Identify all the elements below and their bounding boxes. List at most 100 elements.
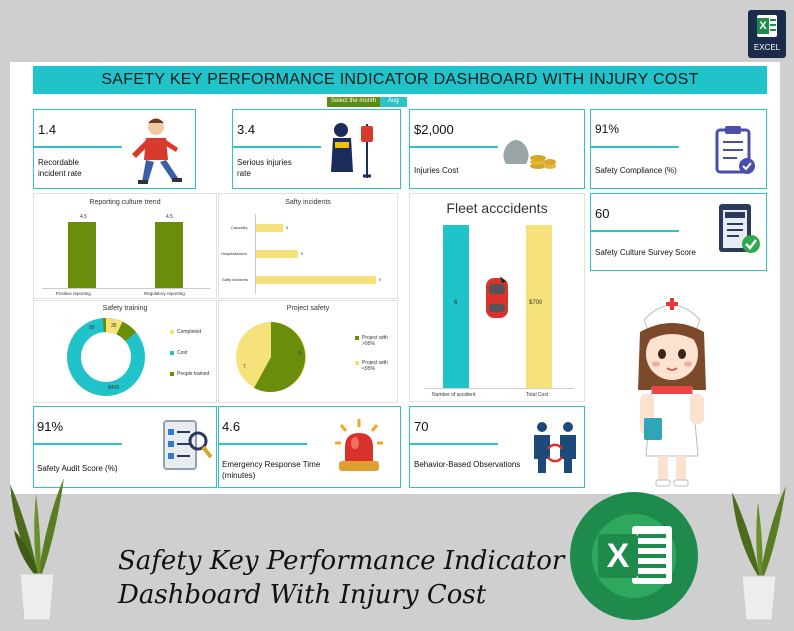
- footer-title-line1: Safety Key Performance Indicator: [118, 546, 565, 576]
- safety-training-chart: Safety training 80 35 $400 Completed Cos…: [33, 300, 217, 403]
- kpi-label: Behavior-Based Observations: [414, 460, 521, 469]
- chart-title: Safety training: [102, 305, 148, 312]
- legend-people-trained: People trained: [170, 371, 209, 377]
- chart-title: Safty incidents: [285, 199, 331, 206]
- bar-value-label: $700: [529, 300, 543, 306]
- injured-patient-iv-icon: [331, 123, 373, 178]
- bar-value-label: 5: [301, 251, 304, 256]
- bar-regulatory-reporting: [155, 222, 183, 288]
- x-tick-label: Positive reporting: [56, 291, 91, 296]
- dashboard-title: SAFETY KEY PERFORMANCE INDICATOR DASHBOA…: [33, 66, 767, 94]
- kpi-divider: [410, 443, 498, 445]
- audit-document-icon: [163, 420, 213, 470]
- kpi-card-behavior-based-observations: 70 Behavior-Based Observations: [409, 406, 585, 488]
- bar-hospitalization: [256, 250, 298, 258]
- chart-title: Fleet acccidents: [446, 200, 548, 216]
- slice-label-under-95: 7: [243, 364, 246, 370]
- legend-cost: Cost: [170, 350, 187, 356]
- kpi-label: Recordable incident rate: [38, 158, 82, 178]
- kpi-label: Emergency Response Time (minutes): [222, 460, 321, 480]
- survey-clipboard-icon: [719, 204, 760, 253]
- kpi-card-emergency-response-time: 4.6 Emergency Response Time (minutes): [218, 406, 401, 488]
- kpi-label: Injuries Cost: [414, 166, 459, 175]
- footer-title: Safety Key Performance Indicator Dashboa…: [118, 544, 564, 612]
- slice-label-cost: $400: [108, 385, 120, 391]
- bar-value-label: 6: [454, 300, 458, 306]
- bar-value-label: 9: [379, 277, 382, 282]
- chart-title: Project safety: [286, 305, 330, 312]
- kpi-divider: [34, 443, 122, 445]
- plant-right-decoration: [732, 486, 786, 621]
- kpi-card-injuries-cost: $2,000 Injuries Cost: [409, 109, 585, 189]
- legend-under-95: Project with <95%: [355, 360, 396, 372]
- injured-worker-icon: [132, 118, 182, 184]
- emergency-siren-icon: [335, 419, 383, 471]
- people-observation-icon: [534, 422, 576, 473]
- kpi-label: Safety Culture Survey Score: [595, 248, 696, 257]
- bar-value-label: 4.5: [80, 214, 87, 220]
- fleet-accidents-chart: Fleet acccidents 6 $700 Number of accide…: [409, 193, 585, 402]
- kpi-label: Safety Audit Score (%): [37, 464, 118, 473]
- crashed-car-icon: [486, 276, 508, 318]
- bar-value-label: 3: [286, 225, 289, 230]
- safety-incidents-chart: Safty incidents Causality 3 Hospitalizat…: [218, 193, 398, 299]
- excel-logo-large: X: [570, 492, 698, 620]
- kpi-divider: [591, 230, 679, 232]
- kpi-value: 91%: [595, 122, 620, 136]
- legend-completed: Completed: [170, 329, 201, 335]
- excel-badge-icon: X: [757, 15, 777, 37]
- donut-chart: [67, 318, 145, 396]
- kpi-label: Serious injuries rate: [237, 158, 292, 178]
- month-selector[interactable]: Select the month Aug: [327, 97, 407, 107]
- excel-sheet-icon: [632, 526, 672, 584]
- kpi-value: 60: [595, 206, 610, 221]
- bar-positive-reporting: [68, 222, 96, 288]
- nurse-illustration: [638, 298, 706, 487]
- project-safety-chart: Project safety 9 7 Project with >95% Pro…: [218, 300, 398, 403]
- kpi-divider: [219, 443, 307, 445]
- plant-left-decoration: [10, 478, 64, 621]
- bar-total-cost: [526, 225, 552, 388]
- kpi-value: 91%: [37, 419, 64, 434]
- kpi-card-safety-audit-score: 91% Safety Audit Score (%): [33, 406, 217, 488]
- kpi-card-recordable-incident-rate: 1.4 Recordable incident rate: [33, 109, 196, 189]
- bar-safety-incidents: [256, 276, 376, 284]
- kpi-divider: [233, 146, 321, 148]
- slice-label-over-95: 9: [298, 351, 301, 357]
- kpi-divider: [410, 146, 498, 148]
- slice-label-people-trained: 80: [89, 325, 95, 331]
- kpi-value: 70: [414, 419, 429, 434]
- slice-label-completed: 35: [111, 323, 117, 329]
- month-selector-value[interactable]: Aug: [380, 97, 407, 107]
- kpi-value: 3.4: [237, 122, 256, 137]
- bar-value-label: 4.5: [166, 214, 173, 220]
- month-selector-label: Select the month: [327, 97, 381, 107]
- bar-number-of-accident: [443, 225, 469, 388]
- y-tick-label: Causality: [231, 225, 248, 230]
- kpi-card-serious-injuries-rate: 3.4 Serious injuries rate: [232, 109, 401, 189]
- kpi-value: 4.6: [222, 419, 241, 434]
- kpi-divider: [34, 146, 122, 148]
- kpi-card-safety-culture-survey: 60 Safety Culture Survey Score: [590, 193, 767, 271]
- chart-title: Reporting culture trend: [89, 199, 161, 206]
- kpi-card-safety-compliance: 91% Safety Compliance (%): [590, 109, 767, 189]
- legend-over-95: Project with >95%: [355, 335, 396, 347]
- footer-title-line2: Dashboard With Injury Cost: [118, 580, 487, 610]
- x-tick-label: Number of accident: [432, 392, 476, 398]
- bar-causality: [256, 224, 283, 232]
- excel-badge-label: EXCEL: [753, 43, 781, 52]
- x-tick-label: Total Cost: [526, 392, 549, 398]
- checklist-icon: [715, 126, 755, 174]
- y-tick-label: Hospitalization: [221, 251, 248, 256]
- kpi-value: $2,000: [414, 122, 454, 137]
- money-bag-coins-icon: [503, 140, 556, 169]
- x-tick-label: Regulatory reporting: [144, 291, 185, 296]
- pie-chart: [236, 322, 306, 392]
- reporting-culture-chart: Reporting culture trend 4.5 4.5 Positive…: [33, 193, 217, 299]
- excel-x-letter: X: [598, 534, 638, 578]
- kpi-value: 1.4: [38, 122, 57, 137]
- kpi-divider: [591, 146, 679, 148]
- kpi-label: Safety Compliance (%): [595, 166, 677, 175]
- excel-badge: X EXCEL: [748, 10, 786, 58]
- y-tick-label: Safty incidents: [222, 277, 249, 282]
